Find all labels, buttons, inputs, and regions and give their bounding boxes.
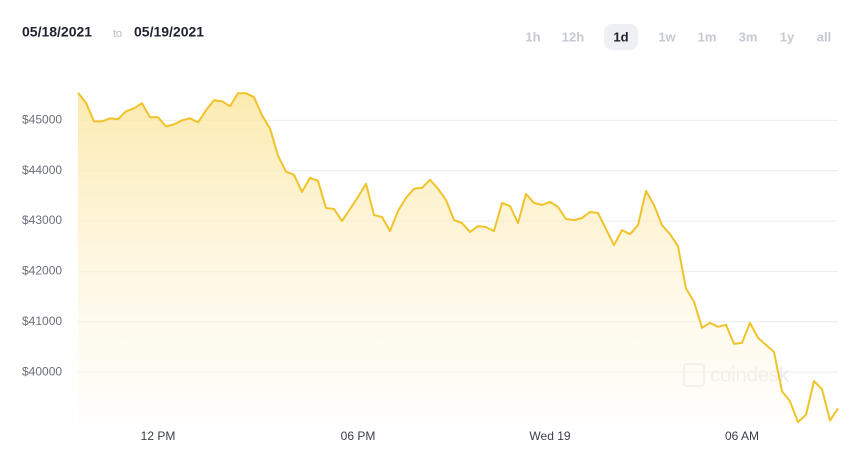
date-from: 05/18/2021 [22,24,92,40]
y-tick-label: $42000 [22,264,62,278]
range-button[interactable]: 12h [562,29,584,44]
price-line [77,92,839,423]
x-tick-label: 12 PM [141,429,176,443]
y-tick-label: $43000 [22,213,62,227]
x-tick-label: 06 PM [341,429,376,443]
x-tick-label: Wed 19 [529,429,570,443]
y-tick-label: $40000 [22,364,62,378]
area-fill [78,92,838,425]
range-button[interactable]: 1m [698,29,717,44]
y-tick-label: $45000 [22,113,62,127]
range-selected-bg [604,24,638,50]
range-button[interactable]: all [817,29,831,44]
range-button[interactable]: 1d [613,29,628,44]
range-button[interactable]: 1h [525,29,540,44]
date-until: 05/19/2021 [134,24,204,40]
y-tick-label: $44000 [22,163,62,177]
x-tick-label: 06 AM [725,429,759,443]
date-to-label: to [113,28,122,40]
range-button[interactable]: 3m [739,29,758,44]
range-button[interactable]: 1w [658,29,676,44]
y-tick-label: $41000 [22,314,62,328]
range-button[interactable]: 1y [780,29,795,44]
